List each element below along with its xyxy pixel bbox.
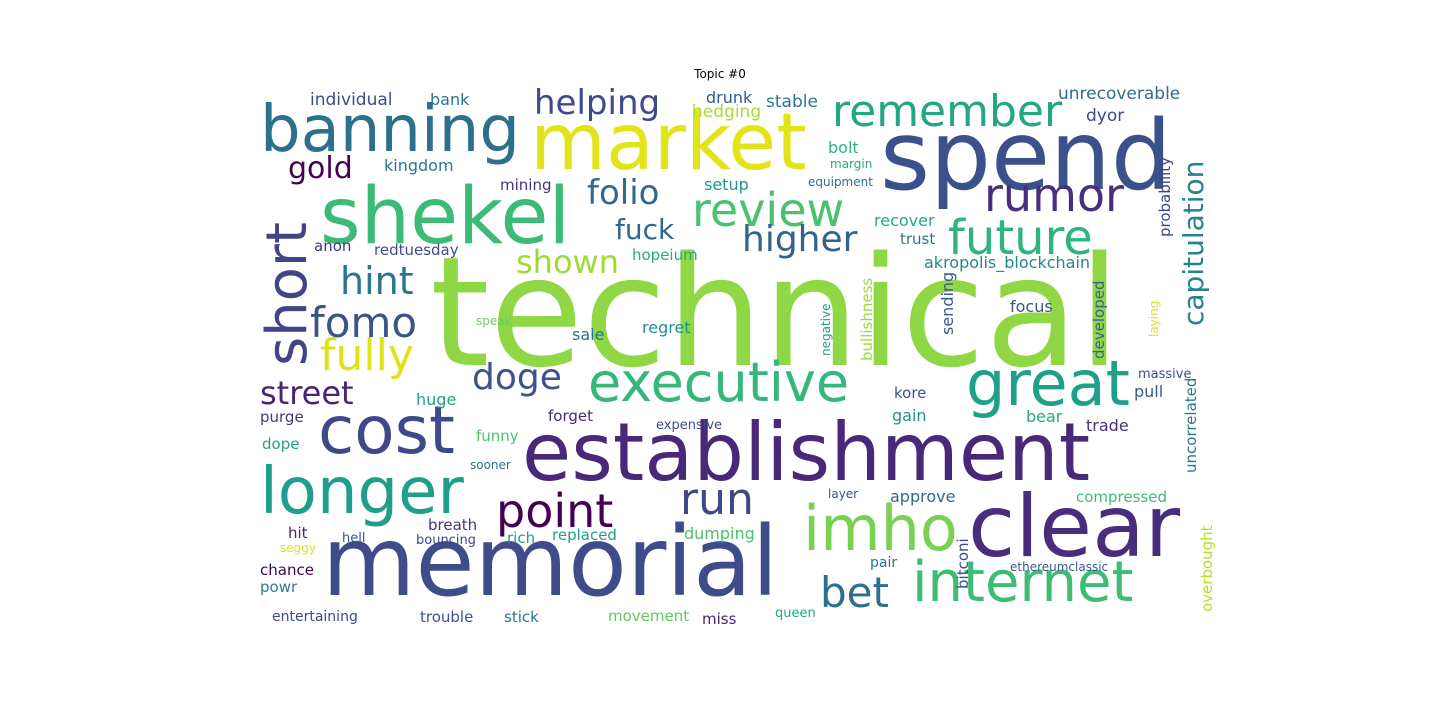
word-hell: hell: [342, 532, 365, 545]
word-margin: margin: [830, 158, 872, 170]
word-fully: fully: [320, 334, 414, 378]
word-bolt: bolt: [828, 140, 859, 156]
word-powr: powr: [260, 580, 297, 595]
word-short: short: [260, 222, 316, 366]
word-trust: trust: [900, 232, 935, 247]
word-dope: dope: [262, 437, 299, 452]
word-negative: negative: [820, 303, 832, 355]
word-overbought: overbought: [1200, 525, 1215, 612]
word-sending: sending: [940, 272, 956, 335]
word-purge: purge: [260, 410, 304, 425]
word-sale: sale: [572, 327, 604, 343]
word-ethereumclassic: ethereumclassic: [1010, 561, 1108, 573]
word-fuck: fuck: [615, 216, 674, 244]
word-replaced: replaced: [552, 528, 617, 543]
word-uncorrelated: uncorrelated: [1184, 378, 1199, 473]
word-hedging: hedging: [692, 104, 761, 121]
word-bullishness: bullishness: [860, 278, 875, 361]
word-movement: movement: [608, 609, 689, 624]
word-queen: queen: [775, 607, 816, 620]
word-capitulation: capitulation: [1180, 160, 1208, 325]
word-bitconi: bitconi: [956, 538, 971, 589]
word-developed: developed: [1092, 281, 1107, 359]
word-breath: breath: [428, 518, 477, 533]
word-remember: remember: [832, 90, 1062, 134]
word-gold: gold: [288, 154, 353, 184]
word-expensive: expensive: [656, 419, 722, 432]
word-great: great: [966, 353, 1130, 415]
word-doge: doge: [472, 360, 562, 396]
word-sooner: sooner: [470, 459, 511, 471]
word-imho: imho: [803, 498, 958, 560]
word-redtuesday: redtuesday: [374, 243, 459, 258]
word-setup: setup: [704, 177, 749, 193]
word-bet: bet: [820, 572, 889, 614]
word-shown: shown: [516, 246, 619, 278]
word-recover: recover: [874, 213, 935, 229]
word-rumor: rumor: [984, 172, 1124, 218]
word-equipment: equipment: [808, 176, 873, 188]
word-kore: kore: [894, 386, 926, 401]
word-folio: folio: [587, 176, 659, 210]
word-approve: approve: [890, 489, 955, 505]
word-dumping: dumping: [684, 526, 755, 542]
word-kingdom: kingdom: [384, 158, 454, 174]
word-compressed: compressed: [1076, 490, 1167, 505]
word-cloud: technicalestablishmentmemorialspendmarke…: [260, 90, 1220, 630]
word-seggy: seggy: [280, 542, 316, 554]
word-layer: layer: [828, 488, 858, 500]
word-bank: bank: [430, 92, 469, 108]
word-forget: forget: [548, 409, 593, 424]
word-focus: focus: [1010, 299, 1053, 315]
word-bouncing: bouncing: [416, 534, 476, 547]
word-laying: laying: [1148, 301, 1160, 337]
word-run: run: [680, 478, 754, 522]
word-stick: stick: [504, 610, 539, 625]
word-huge: huge: [416, 392, 456, 408]
word-speak: speak: [476, 315, 512, 327]
word-higher: higher: [742, 222, 857, 258]
word-dyor: dyor: [1086, 108, 1124, 125]
word-pull: pull: [1134, 384, 1163, 400]
word-probability: probability: [1158, 157, 1173, 237]
word-helping: helping: [534, 86, 660, 120]
word-street: street: [260, 377, 354, 409]
word-individual: individual: [310, 92, 393, 109]
figure-title: Topic #0: [0, 67, 1440, 81]
word-longer: longer: [260, 460, 464, 524]
word-hopeium: hopeium: [632, 248, 698, 263]
word-trouble: trouble: [420, 610, 473, 625]
word-funny: funny: [476, 429, 519, 444]
word-trade: trade: [1086, 418, 1129, 434]
word-hit: hit: [288, 526, 308, 541]
word-regret: regret: [642, 320, 691, 336]
word-miss: miss: [702, 612, 736, 627]
word-pair: pair: [870, 556, 897, 570]
word-akropolis-blockchain: akropolis_blockchain: [924, 255, 1090, 271]
word-rich: rich: [507, 531, 535, 546]
word-entertaining: entertaining: [272, 610, 358, 624]
word-hint: hint: [340, 262, 414, 300]
word-chance: chance: [260, 563, 314, 578]
word-anon: anon: [314, 239, 351, 254]
word-unrecoverable: unrecoverable: [1058, 86, 1180, 103]
word-bear: bear: [1026, 409, 1062, 425]
word-executive: executive: [588, 356, 849, 410]
word-mining: mining: [500, 178, 551, 193]
word-gain: gain: [892, 408, 927, 424]
word-stable: stable: [766, 94, 818, 111]
